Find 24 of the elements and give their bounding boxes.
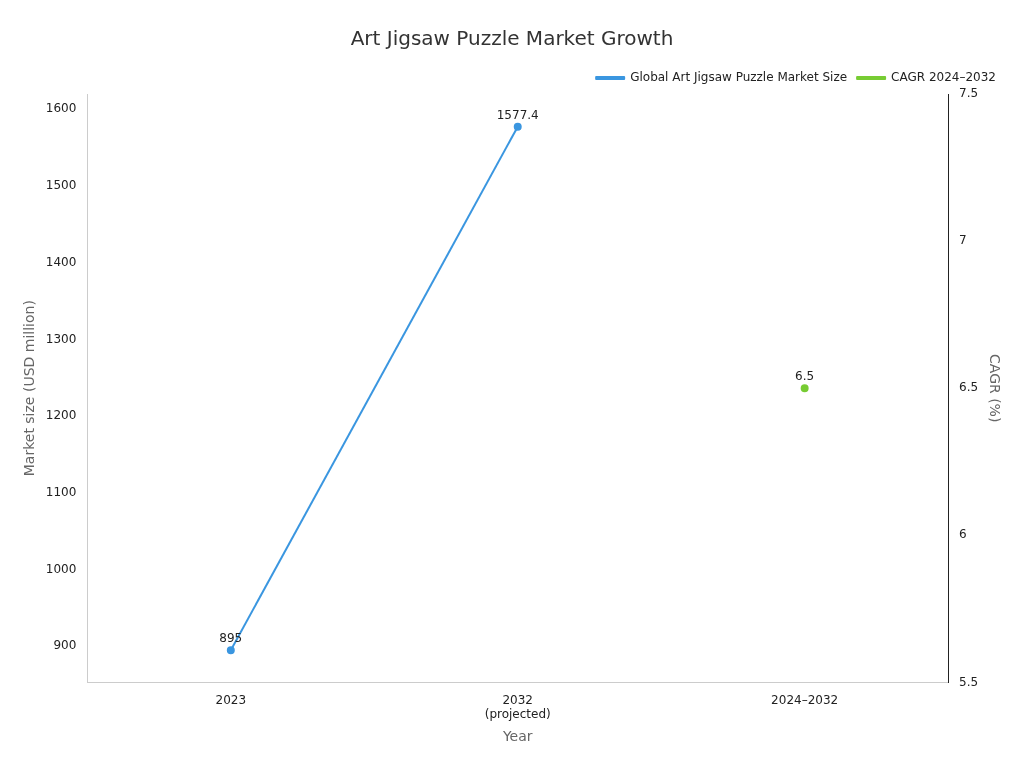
x-tick-label: 2032 (projected) <box>484 692 551 722</box>
y-tick-label: 1600 <box>45 101 77 116</box>
data-label: 1577.4 <box>496 107 539 122</box>
y2-tick-label: 6 <box>959 527 967 542</box>
y2-tick-label: 7.5 <box>959 86 979 101</box>
y-tick-label: 1300 <box>45 331 77 346</box>
legend-label: Global Art Jigsaw Puzzle Market Size <box>630 70 848 85</box>
x-axis-title: Year <box>501 728 533 745</box>
y-tick-label: 1200 <box>45 408 77 423</box>
x-tick-label: 2023 <box>215 692 247 707</box>
y-tick-label: 1400 <box>45 254 77 269</box>
chart-title: Art Jigsaw Puzzle Market Growth <box>350 26 674 51</box>
y2-tick-label: 6.5 <box>959 380 979 395</box>
y-tick-label: 1000 <box>45 561 77 576</box>
y-tick-label: 900 <box>53 638 77 653</box>
y-tick-label: 1100 <box>45 485 77 500</box>
y2-axis-title: CAGR (%) <box>986 354 1003 423</box>
data-label: 6.5 <box>795 369 815 384</box>
y2-tick-label: 7 <box>959 233 967 248</box>
y-axis-title: Market size (USD million) <box>21 300 38 477</box>
x-tick-label: 2024–2032 <box>771 692 839 707</box>
y2-tick-label: 5.5 <box>959 674 979 689</box>
legend-label: CAGR 2024–2032 <box>891 70 996 85</box>
y-tick-label: 1500 <box>45 178 77 193</box>
